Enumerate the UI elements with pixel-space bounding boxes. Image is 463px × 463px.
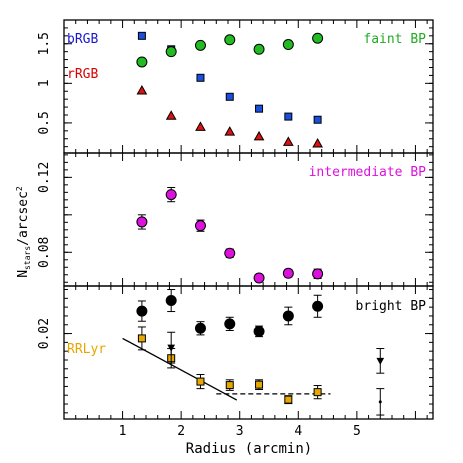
data-point: [137, 31, 146, 40]
x-tick-label: 5: [353, 424, 361, 439]
data-point: [136, 56, 148, 68]
legend-label: RRLyr: [67, 342, 106, 357]
data-point: [194, 220, 206, 232]
x-tick-label: 4: [294, 424, 302, 439]
data-point: [167, 344, 176, 352]
data-point: [282, 39, 294, 51]
data-point: [253, 325, 265, 337]
data-point: [284, 395, 293, 404]
x-tick-label: 2: [177, 424, 185, 439]
panel-top: 0.5 1 1.5 bRGB rRGB faint BP: [37, 19, 434, 154]
y-tick-label: 1: [37, 79, 52, 87]
data-point: [196, 377, 205, 386]
data-point: [253, 43, 265, 55]
legend-label: rRGB: [67, 67, 98, 82]
series-rrlyr: [137, 326, 322, 405]
panel-middle: 0.08 0.12 intermediate BP: [37, 152, 434, 287]
data-point: [312, 137, 323, 148]
data-point: [312, 300, 324, 312]
data-point: [378, 400, 382, 404]
series-intermediate-bp: [136, 186, 324, 284]
series-dot: [376, 388, 385, 416]
x-tick-label: 3: [236, 424, 244, 439]
data-point: [165, 110, 177, 120]
series-faint-bp: [136, 32, 324, 68]
data-point: [136, 216, 148, 228]
y-tick-label: 1.5: [37, 32, 52, 55]
data-point: [312, 32, 324, 44]
y-tick-label: 0.12: [37, 162, 52, 193]
legend-label: bRGB: [67, 32, 98, 47]
data-point: [137, 334, 146, 343]
legend-label: faint BP: [363, 32, 426, 47]
data-point: [313, 115, 322, 124]
data-point: [165, 295, 177, 307]
data-point: [165, 189, 177, 201]
data-point: [282, 267, 294, 279]
data-point: [225, 381, 234, 390]
data-point: [313, 388, 322, 397]
data-point: [224, 247, 236, 259]
data-point: [312, 268, 324, 280]
data-point: [196, 73, 205, 82]
data-point: [224, 34, 236, 46]
y-tick-label: 0.5: [37, 111, 52, 134]
legend-label: intermediate BP: [309, 165, 427, 180]
series-triangle-down: [167, 331, 385, 374]
data-point: [195, 121, 206, 131]
series-rrgb: [136, 84, 323, 148]
y-axis-label: Nstars/arcsec2: [15, 186, 32, 278]
data-point: [136, 84, 148, 95]
legend-label: bright BP: [356, 299, 427, 314]
data-point: [253, 130, 265, 141]
data-point: [136, 305, 148, 317]
data-point: [194, 39, 206, 51]
data-point: [255, 104, 264, 113]
data-point: [224, 126, 236, 136]
data-point: [194, 322, 206, 334]
data-point: [253, 272, 265, 284]
y-tick-label: 0.08: [37, 237, 52, 268]
data-point: [282, 136, 294, 146]
data-point: [255, 380, 264, 389]
x-axis-label: Radius (arcmin): [186, 441, 312, 457]
solid-fit-line: [122, 337, 238, 401]
panel-bottom: 0.02 bright BP RRLyr 1 2 3 4 5: [37, 285, 434, 439]
data-point: [284, 112, 293, 121]
data-point: [165, 46, 177, 58]
series-brgb: [137, 31, 322, 124]
y-tick-label: 0.02: [37, 318, 52, 349]
data-point: [225, 92, 234, 101]
data-point: [224, 318, 236, 330]
series-bright-bp: [136, 289, 324, 338]
data-point: [282, 310, 294, 322]
panel-frame: [63, 285, 434, 420]
x-tick-label: 1: [119, 424, 127, 439]
data-point: [376, 357, 385, 365]
